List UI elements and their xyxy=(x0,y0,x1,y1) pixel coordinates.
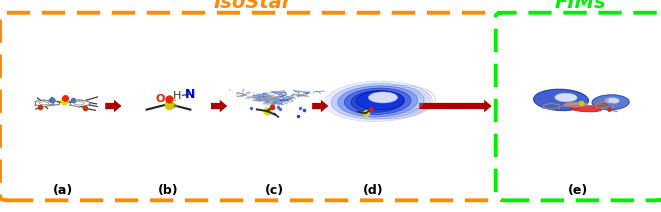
Circle shape xyxy=(39,102,49,105)
FancyBboxPatch shape xyxy=(0,13,506,200)
Text: IsoStar: IsoStar xyxy=(214,0,292,12)
Ellipse shape xyxy=(356,91,404,110)
Ellipse shape xyxy=(564,102,588,107)
Ellipse shape xyxy=(338,86,418,117)
Text: (c): (c) xyxy=(265,184,284,197)
FancyBboxPatch shape xyxy=(496,13,661,200)
Text: (d): (d) xyxy=(363,184,384,197)
Text: (e): (e) xyxy=(568,184,588,197)
Ellipse shape xyxy=(594,103,607,106)
Circle shape xyxy=(74,102,84,105)
Ellipse shape xyxy=(344,88,411,114)
Ellipse shape xyxy=(368,92,397,103)
Ellipse shape xyxy=(331,84,424,119)
Text: S: S xyxy=(171,100,176,110)
Ellipse shape xyxy=(592,95,629,110)
Ellipse shape xyxy=(570,105,602,112)
Text: N: N xyxy=(185,88,196,100)
Text: H: H xyxy=(173,91,182,101)
Ellipse shape xyxy=(325,81,431,122)
Ellipse shape xyxy=(533,89,588,111)
Text: FIMs: FIMs xyxy=(554,0,606,12)
Text: O: O xyxy=(155,93,165,103)
Text: (b): (b) xyxy=(158,184,179,197)
Ellipse shape xyxy=(605,98,619,104)
Text: (a): (a) xyxy=(53,184,73,197)
Ellipse shape xyxy=(555,93,577,102)
Ellipse shape xyxy=(351,91,405,112)
